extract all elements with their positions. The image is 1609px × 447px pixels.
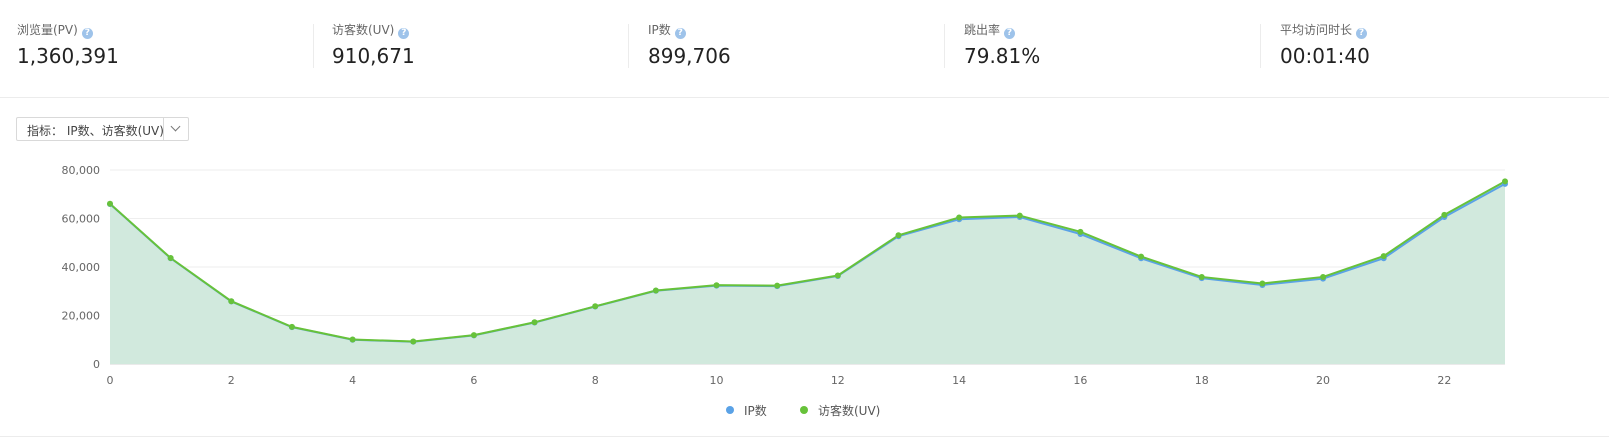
stat-ip: IP数? 899,706	[628, 0, 944, 97]
data-point-uv	[1502, 178, 1508, 185]
data-point-uv	[288, 323, 295, 330]
help-icon[interactable]: ?	[674, 28, 686, 39]
x-tick-label: 4	[349, 374, 356, 387]
stat-value: 910,671	[332, 44, 415, 68]
chevron-down-icon	[170, 121, 181, 132]
x-tick-label: 0	[107, 374, 114, 387]
stat-value: 00:01:40	[1280, 44, 1370, 68]
y-tick-label: 20,000	[62, 310, 101, 323]
dropdown-toggle[interactable]	[163, 118, 188, 140]
x-tick-label: 22	[1437, 374, 1451, 387]
help-icon[interactable]: ?	[81, 28, 93, 39]
x-tick-label: 14	[952, 374, 966, 387]
data-point-uv	[1077, 228, 1084, 235]
y-tick-label: 80,000	[62, 164, 101, 177]
help-icon[interactable]: ?	[398, 28, 410, 39]
data-point-uv	[1138, 253, 1145, 260]
data-point-uv	[531, 319, 538, 326]
data-point-uv	[1380, 253, 1387, 260]
x-tick-label: 12	[831, 374, 845, 387]
x-tick-label: 16	[1073, 374, 1087, 387]
stat-avg-duration: 平均访问时长? 00:01:40	[1260, 0, 1609, 97]
stat-uv: 访客数(UV)? 910,671	[313, 0, 628, 97]
data-point-uv	[652, 287, 659, 294]
y-tick-label: 0	[93, 358, 100, 371]
divider	[313, 24, 314, 68]
data-point-uv	[834, 272, 841, 279]
metric-selector-label: 指标： IP数、访客数(UV)	[27, 124, 164, 138]
legend-item-ip[interactable]: IP数	[726, 402, 767, 419]
data-point-uv	[107, 200, 113, 207]
legend-label: 访客数(UV)	[818, 404, 881, 418]
data-point-uv	[1441, 211, 1448, 218]
stat-label-wrapper: IP数?	[648, 21, 686, 39]
legend-item-uv[interactable]: 访客数(UV)	[800, 402, 880, 419]
y-tick-label: 60,000	[62, 213, 101, 226]
data-point-uv	[774, 282, 781, 289]
stats-bar: 浏览量(PV)? 1,360,391 访客数(UV)? 910,671 IP数?…	[0, 0, 1609, 98]
y-tick-label: 40,000	[62, 261, 101, 274]
area-fill	[110, 181, 1505, 364]
data-point-uv	[1259, 280, 1266, 287]
help-icon[interactable]: ?	[1356, 28, 1368, 39]
legend-marker	[800, 406, 808, 414]
stat-bounce-rate: 跳出率? 79.81%	[944, 0, 1260, 97]
data-point-uv	[167, 255, 174, 262]
stat-label-wrapper: 跳出率?	[964, 21, 1016, 39]
data-point-uv	[349, 336, 356, 343]
legend-marker	[726, 406, 734, 414]
x-tick-label: 2	[228, 374, 235, 387]
metric-selector[interactable]: 指标： IP数、访客数(UV)	[16, 117, 189, 141]
stat-value: 899,706	[648, 44, 731, 68]
data-point-uv	[228, 298, 235, 305]
line-chart: 0 20,000 40,000 60,000 80,000 0 2 4 6 8 10 12 14 16 18…	[62, 164, 1508, 387]
stat-pv: 浏览量(PV)? 1,360,391	[0, 0, 313, 97]
stat-label-wrapper: 浏览量(PV)?	[17, 21, 93, 39]
x-tick-label: 10	[710, 374, 724, 387]
data-point-uv	[410, 338, 417, 345]
data-point-uv	[1198, 273, 1205, 280]
divider	[1260, 24, 1261, 68]
stat-label: 跳出率	[964, 23, 1001, 37]
divider	[944, 24, 945, 68]
data-point-uv	[470, 332, 477, 339]
x-tick-label: 8	[592, 374, 599, 387]
series-line-uv	[109, 180, 1506, 343]
stat-value: 1,360,391	[17, 44, 119, 68]
help-icon[interactable]: ?	[1004, 28, 1016, 39]
data-point-uv	[1016, 212, 1023, 219]
stat-label-wrapper: 平均访问时长?	[1280, 21, 1368, 39]
stat-label: 浏览量(PV)	[17, 23, 78, 37]
data-point-uv	[895, 232, 902, 239]
legend-label: IP数	[744, 404, 767, 418]
chart-legend: IP数 访客数(UV)	[0, 402, 1609, 422]
x-tick-label: 18	[1195, 374, 1209, 387]
data-point-uv	[592, 303, 599, 310]
stat-label: 平均访问时长	[1280, 23, 1353, 37]
stat-label: 访客数(UV)	[332, 23, 395, 37]
stat-label: IP数	[648, 23, 671, 37]
stat-value: 79.81%	[964, 44, 1041, 68]
data-point-uv	[956, 214, 963, 221]
data-point-uv	[713, 282, 720, 289]
data-point-uv	[1320, 273, 1327, 280]
divider	[0, 436, 1609, 437]
stat-label-wrapper: 访客数(UV)?	[332, 21, 410, 39]
x-tick-label: 20	[1316, 374, 1330, 387]
x-tick-label: 6	[470, 374, 477, 387]
divider	[628, 24, 629, 68]
